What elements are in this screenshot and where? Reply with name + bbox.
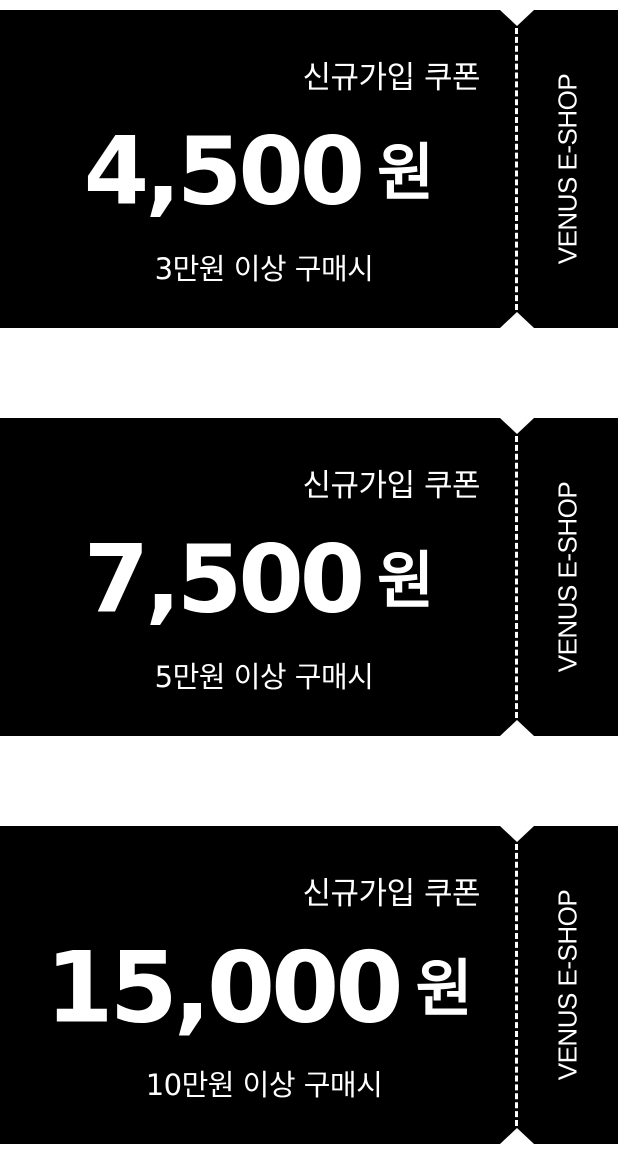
ticket-notch-top xyxy=(500,10,534,26)
coupon-currency: 원 xyxy=(377,543,435,617)
coupon-amount-row: 7,500 원 xyxy=(0,520,518,641)
coupon-currency: 원 xyxy=(377,135,435,209)
coupon-card-7500[interactable]: 신규가입 쿠폰 7,500 원 5만원 이상 구매시 VENUS E-SHOP xyxy=(0,418,618,736)
coupon-card-4500[interactable]: 신규가입 쿠폰 4,500 원 3만원 이상 구매시 VENUS E-SHOP xyxy=(0,10,618,328)
coupon-condition: 10만원 이상 구매시 xyxy=(145,1068,383,1102)
ticket-notch-bottom xyxy=(500,312,534,328)
coupon-condition: 5만원 이상 구매시 xyxy=(154,660,374,694)
coupon-amount: 4,500 xyxy=(83,117,365,227)
coupon-amount: 7,500 xyxy=(83,525,365,635)
ticket-notch-bottom xyxy=(500,720,534,736)
coupon-amount: 15,000 xyxy=(45,931,403,1046)
coupon-label: 신규가입 쿠폰 xyxy=(302,60,481,96)
coupon-brand: VENUS E-SHOP xyxy=(552,889,583,1081)
coupon-brand: VENUS E-SHOP xyxy=(552,73,583,265)
perforation-line xyxy=(515,436,518,718)
coupon-condition: 3만원 이상 구매시 xyxy=(154,252,374,286)
coupon-label: 신규가입 쿠폰 xyxy=(302,468,481,504)
coupon-amount-row: 4,500 원 xyxy=(0,112,518,233)
coupon-brand: VENUS E-SHOP xyxy=(552,481,583,673)
ticket-notch-top xyxy=(500,826,534,842)
ticket-notch-top xyxy=(500,418,534,434)
coupon-card-15000[interactable]: 신규가입 쿠폰 15,000 원 10만원 이상 구매시 VENUS E-SHOP xyxy=(0,826,618,1144)
coupon-amount-row: 15,000 원 xyxy=(0,928,518,1049)
ticket-notch-bottom xyxy=(500,1128,534,1144)
coupon-currency: 원 xyxy=(415,951,473,1025)
perforation-line xyxy=(515,28,518,310)
perforation-line xyxy=(515,844,518,1126)
coupon-label: 신규가입 쿠폰 xyxy=(302,876,481,912)
